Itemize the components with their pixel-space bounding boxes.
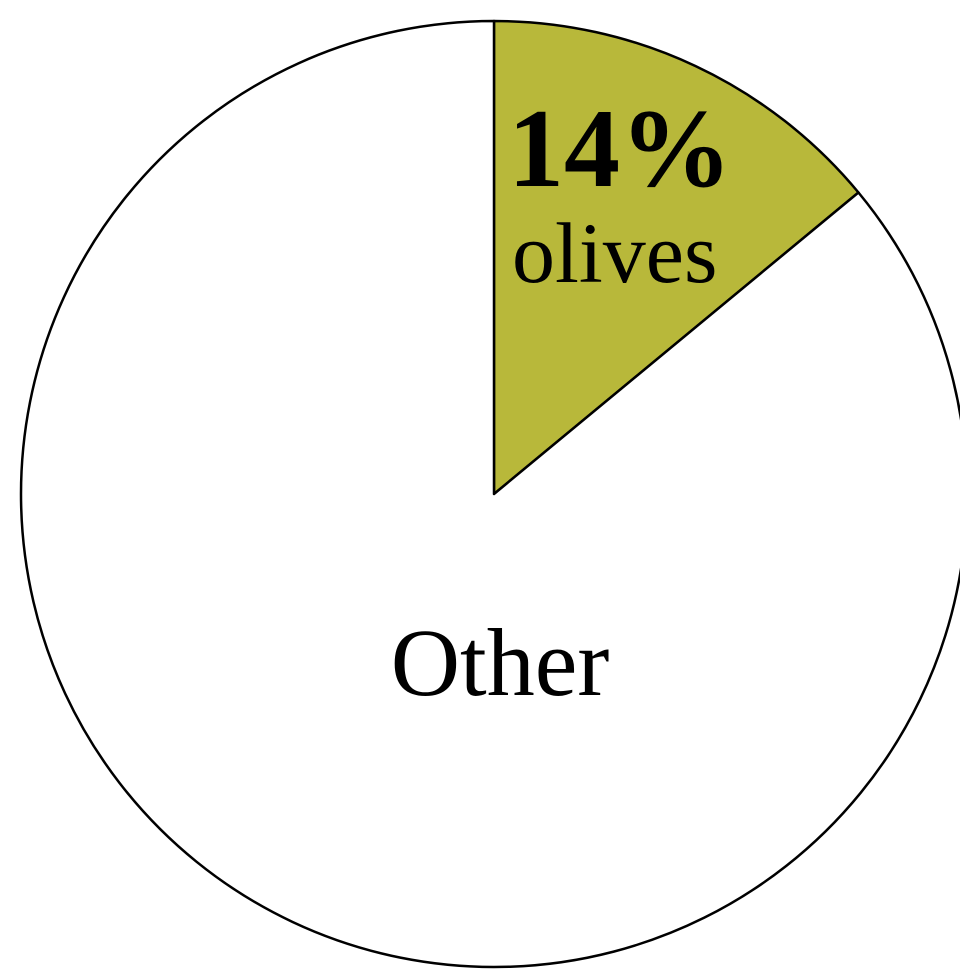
value-label: 14% <box>508 87 732 211</box>
page: {"chart_data": {"type": "pie", "categori… <box>0 0 960 969</box>
chart: 14%olives Other <box>0 0 960 969</box>
slice-label: olives <box>512 205 717 301</box>
slice-label: Other <box>391 609 610 716</box>
